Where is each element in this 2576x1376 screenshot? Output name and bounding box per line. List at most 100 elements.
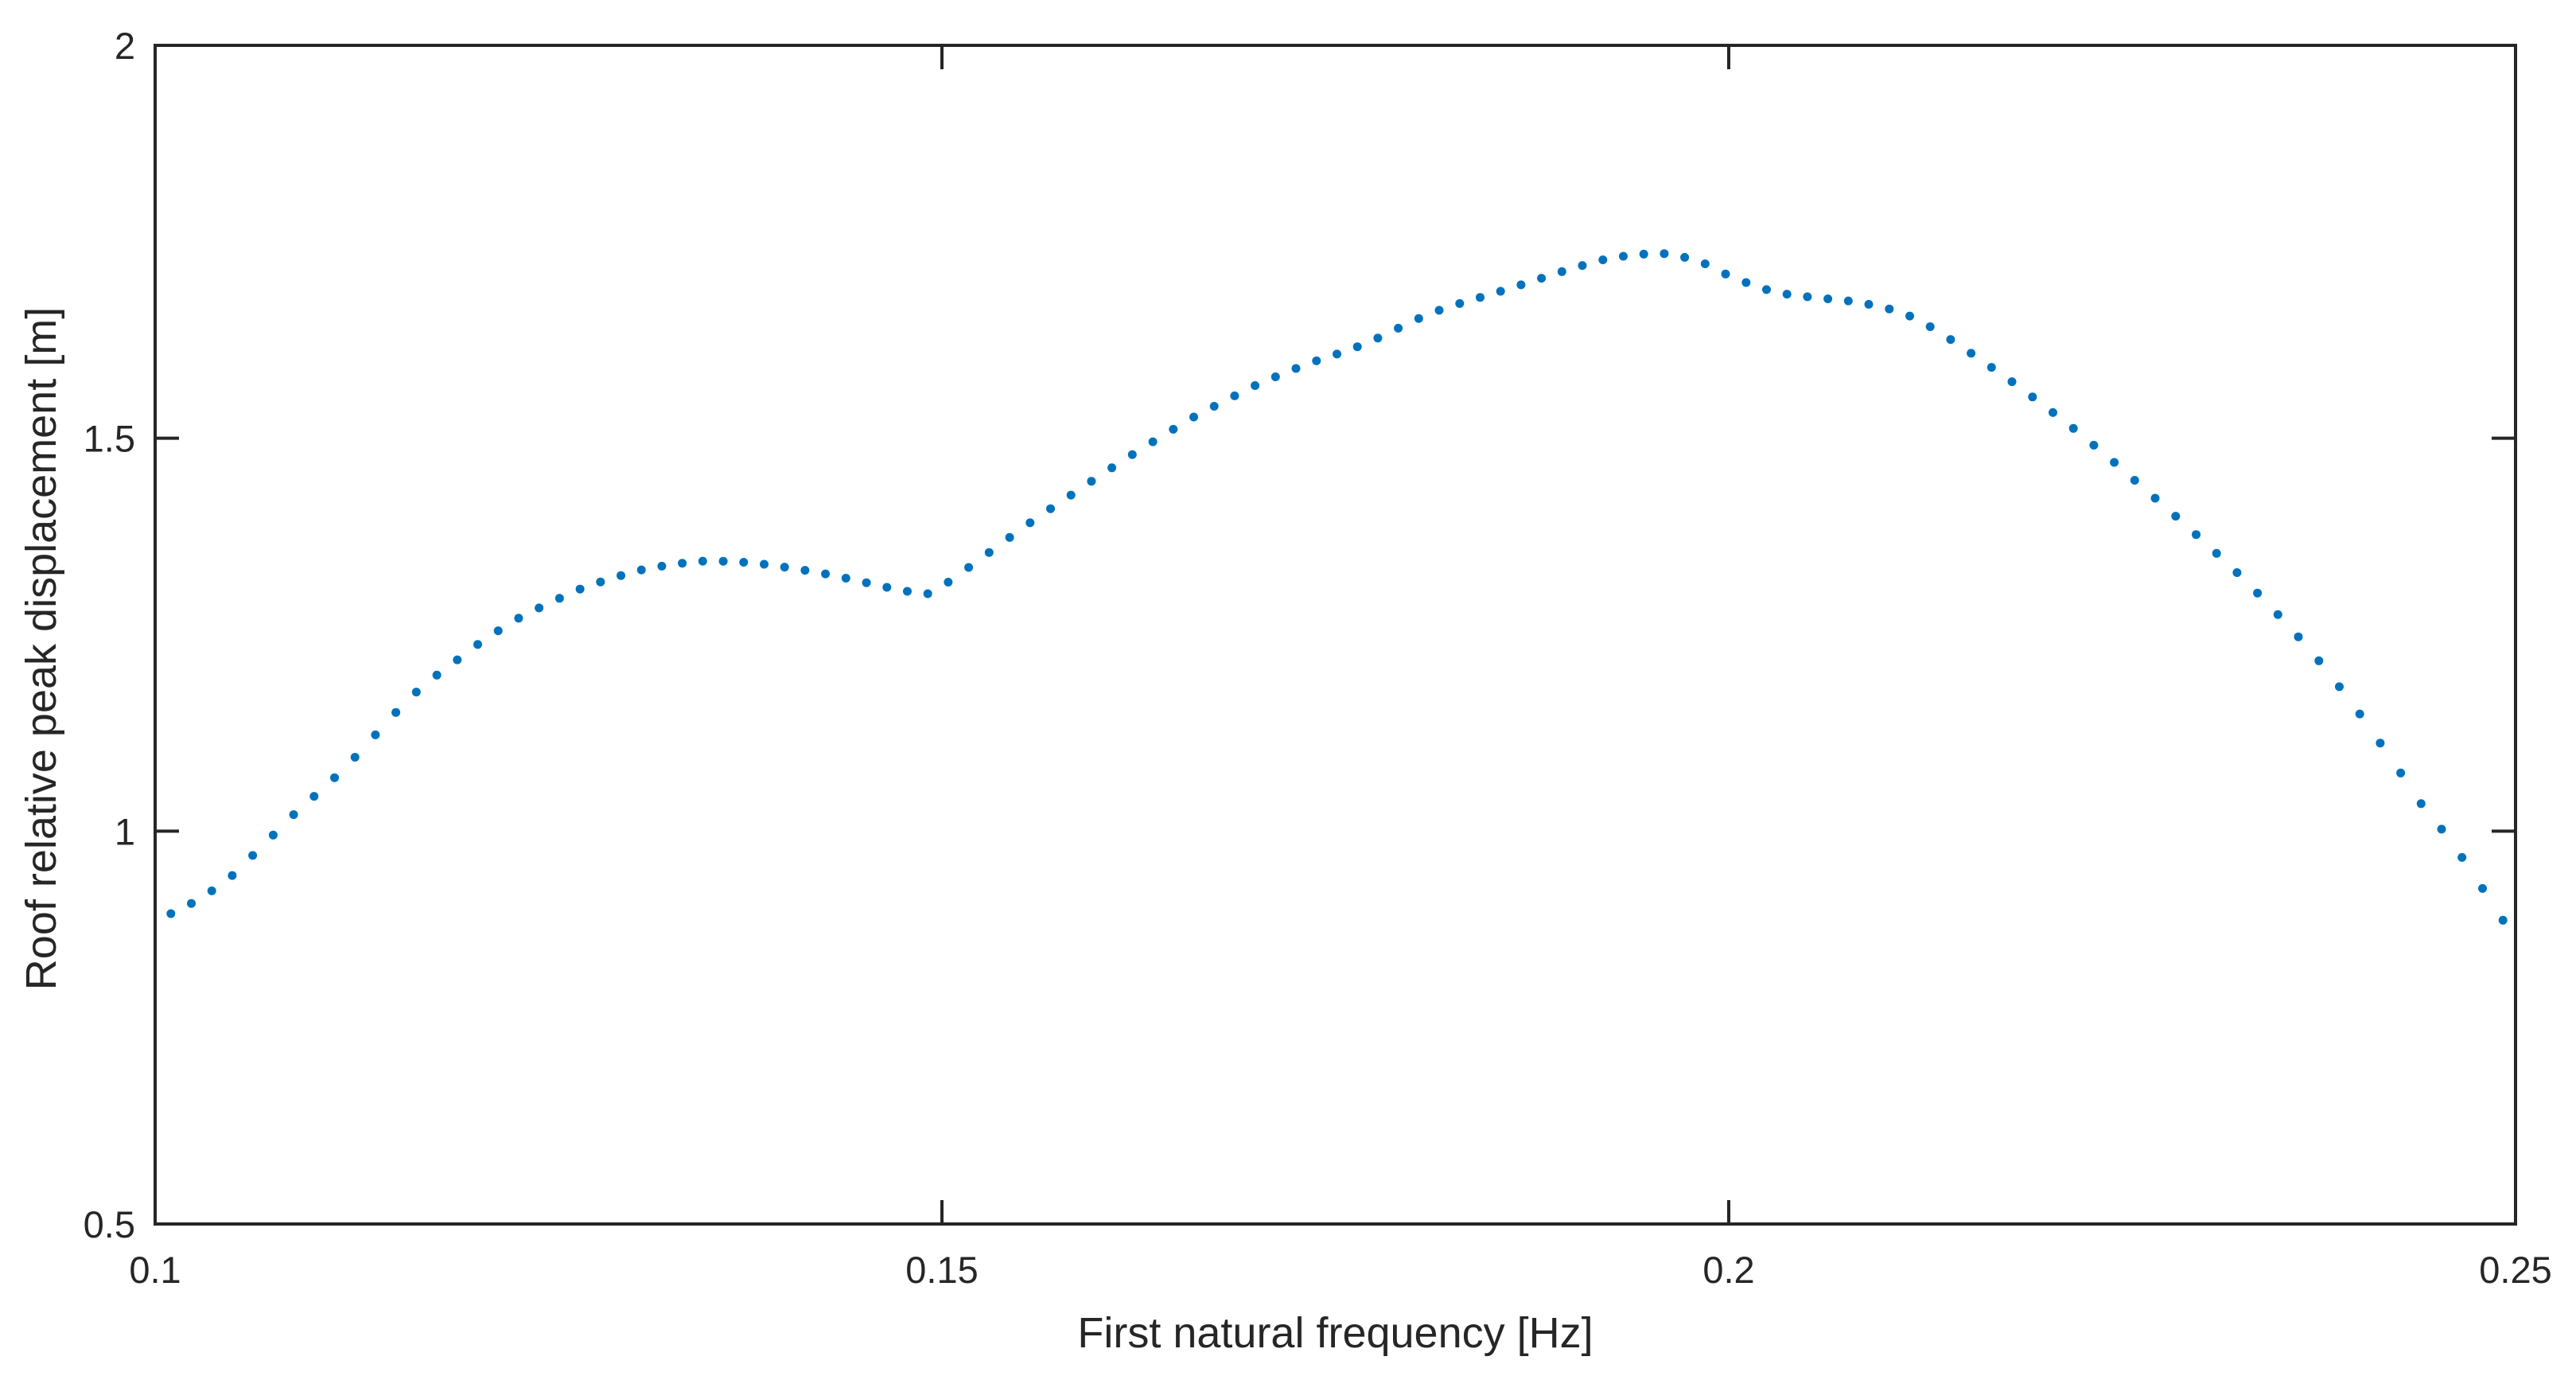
data-point [2212,548,2221,558]
data-point [248,851,258,860]
data-point [1741,278,1751,287]
data-point [1823,294,1833,303]
data-point [596,577,605,587]
data-point [698,556,707,566]
data-point [1619,251,1628,261]
data-point [617,571,625,580]
data-point [2437,824,2446,834]
data-point [1005,532,1014,542]
scatter-series [166,249,2508,925]
data-point [2232,568,2242,577]
data-point [411,688,421,697]
data-point [1843,296,1853,306]
data-point [1967,349,1976,358]
data-point [432,670,442,680]
data-point [1230,391,1239,400]
data-point [1414,314,1423,323]
x-tick-label: 0.1 [129,1249,181,1291]
x-tick-label: 0.2 [1702,1249,1754,1291]
data-point [453,655,462,665]
data-point [555,594,564,603]
data-point [1496,287,1505,296]
data-point [2192,530,2200,540]
data-point [780,563,789,572]
data-point [1209,402,1219,411]
data-point [1721,269,1730,279]
data-point [718,556,728,566]
data-point [1189,412,1198,422]
data-point [289,810,298,820]
data-point [2396,768,2406,778]
x-tick-label: 0.25 [2479,1249,2551,1291]
data-point [1925,322,1935,331]
data-point [514,614,523,623]
data-point [2355,709,2364,719]
data-point [2457,852,2467,862]
data-point [1680,252,1690,262]
data-point [1312,356,1321,365]
data-point [2028,392,2037,402]
data-point [1782,290,1792,299]
data-point [330,773,339,782]
data-point [678,559,687,568]
data-point [1660,249,1669,259]
y-tick-label: 1 [115,810,135,852]
data-point [2171,512,2181,521]
data-point [493,626,503,636]
data-point [228,871,237,880]
x-tick-label: 0.15 [905,1249,978,1291]
data-point [2273,610,2282,619]
data-point [1476,293,1485,302]
data-point [2089,440,2099,450]
data-point [1516,280,1526,290]
data-point [1557,267,1566,276]
data-point [2130,476,2139,485]
data-point [1455,298,1465,308]
data-point [2253,588,2263,598]
plot-border [154,44,2517,1226]
data-point [2498,915,2508,925]
data-point [1986,363,1996,372]
data-point [882,583,892,592]
data-point [1434,306,1444,315]
data-point [268,830,278,840]
data-point [1169,424,1178,434]
data-point [1025,518,1035,528]
data-point [1046,504,1055,513]
data-point [1107,463,1117,473]
data-point [1291,364,1301,373]
y-tick-label: 0.5 [84,1203,135,1245]
data-point [2376,739,2385,748]
data-point [207,886,216,895]
data-point [1148,437,1158,446]
data-point [1373,333,1383,343]
data-point [1864,299,1874,309]
data-point [2110,458,2119,467]
data-point [1762,285,1771,294]
data-point [1905,311,1914,321]
data-point [821,569,831,579]
data-point [760,559,769,569]
data-point [800,566,810,575]
data-point [1803,292,1812,302]
data-point [636,565,646,575]
data-point [2294,632,2303,641]
data-point [739,558,749,567]
data-point [1578,261,1587,271]
data-point [2314,656,2324,665]
data-point [657,561,667,571]
data-point [2068,423,2078,433]
data-point [1946,335,1955,345]
data-point [2478,883,2487,893]
data-point [923,589,932,598]
data-point [1251,381,1260,390]
data-point [2335,682,2344,692]
data-point [862,578,871,587]
data-point [841,574,850,583]
data-point [1394,323,1403,333]
data-point [1885,304,1894,314]
data-point [1270,372,1280,381]
data-point [1352,342,1362,352]
data-point [166,909,176,918]
